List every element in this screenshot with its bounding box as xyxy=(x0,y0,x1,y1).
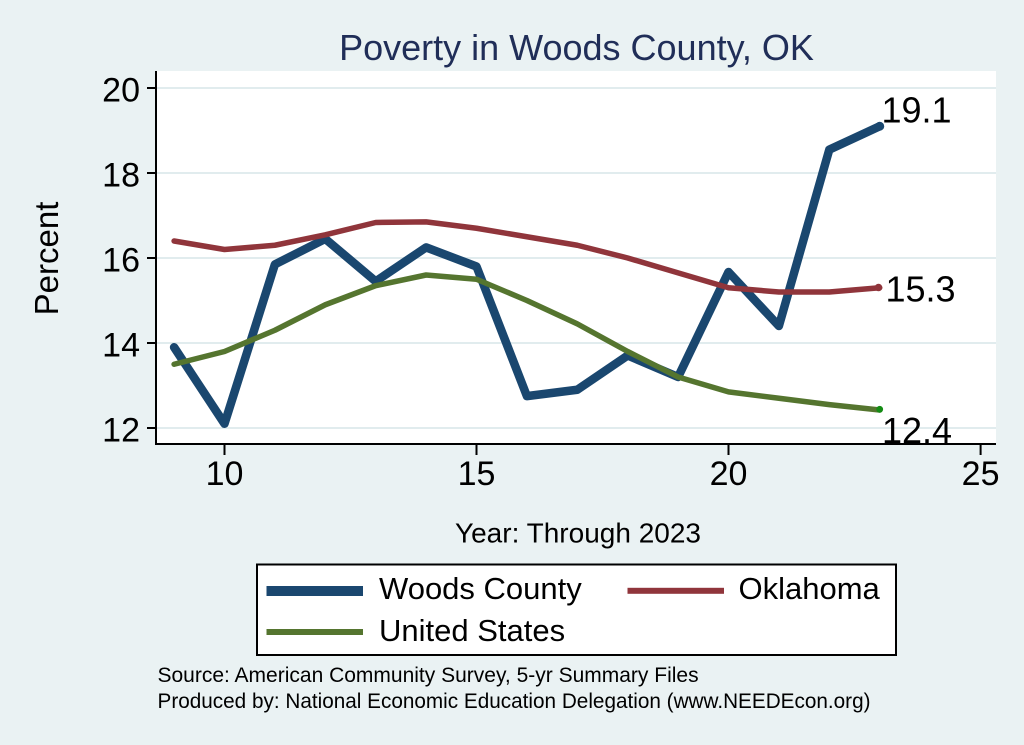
svg-text:19.1: 19.1 xyxy=(882,90,952,131)
svg-text:Percent: Percent xyxy=(28,202,65,316)
svg-text:20: 20 xyxy=(102,72,140,110)
svg-text:14: 14 xyxy=(102,327,140,365)
svg-text:Poverty in Woods County, OK: Poverty in Woods County, OK xyxy=(339,27,814,68)
svg-text:Year: Through 2023: Year: Through 2023 xyxy=(455,518,701,549)
svg-text:12: 12 xyxy=(102,412,140,450)
svg-text:16: 16 xyxy=(102,242,140,280)
svg-text:Woods County: Woods County xyxy=(379,571,582,606)
svg-text:12.4: 12.4 xyxy=(882,410,952,451)
svg-text:10: 10 xyxy=(206,455,244,493)
svg-text:Source: American Community Sur: Source: American Community Survey, 5-yr … xyxy=(158,664,699,687)
svg-text:United States: United States xyxy=(379,613,565,648)
svg-text:25: 25 xyxy=(962,455,1000,493)
svg-text:15: 15 xyxy=(458,455,496,493)
svg-text:Oklahoma: Oklahoma xyxy=(739,571,881,606)
svg-text:15.3: 15.3 xyxy=(886,269,956,310)
svg-text:Produced by: National Economic: Produced by: National Economic Education… xyxy=(158,690,871,713)
svg-text:18: 18 xyxy=(102,157,140,195)
svg-text:20: 20 xyxy=(710,455,748,493)
